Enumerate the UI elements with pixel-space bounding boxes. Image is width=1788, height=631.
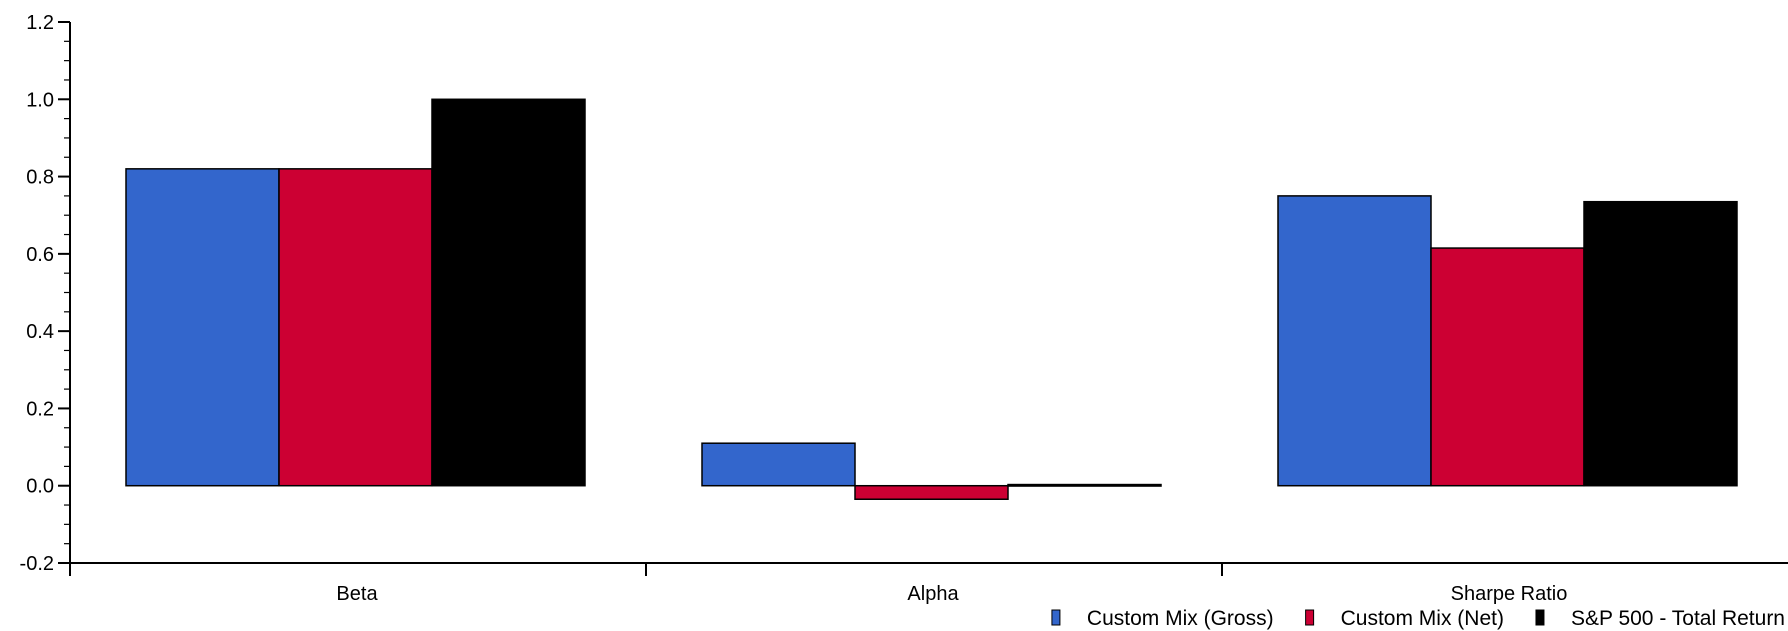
bar-beta-custom-mix-gross xyxy=(125,168,280,487)
legend-swatch xyxy=(1051,609,1061,626)
bars-layer xyxy=(125,98,1738,500)
bar-alpha-custom-mix-net xyxy=(854,484,1009,500)
y-tick-label: 1.0 xyxy=(26,89,54,111)
y-tick-label: 0.0 xyxy=(26,476,54,498)
category-label: Sharpe Ratio xyxy=(1451,583,1568,605)
legend-swatch xyxy=(1305,609,1315,626)
y-tick-label: 0.6 xyxy=(26,244,54,266)
bar-alpha-custom-mix-gross xyxy=(701,442,856,487)
legend-label: S&P 500 - Total Return xyxy=(1571,607,1785,630)
category-label: Beta xyxy=(336,583,378,605)
y-tick-label: 1.2 xyxy=(26,12,54,34)
bar-sharpe-ratio-s-p-500-total-return xyxy=(1583,200,1738,487)
bar-beta-custom-mix-net xyxy=(278,168,433,487)
bar-beta-s-p-500-total-return xyxy=(431,98,586,487)
y-tick-label: 0.4 xyxy=(26,321,54,343)
y-tick-label: 0.2 xyxy=(26,398,54,420)
legend-label: Custom Mix (Gross) xyxy=(1087,607,1274,630)
category-labels: Beta Alpha Sharpe Ratio xyxy=(336,583,1567,605)
legend: Custom Mix (Gross) Custom Mix (Net) S&P 50… xyxy=(1051,607,1785,630)
ticks-layer: -0.2 0.0 0.2 0.4 0.6 0.8 1.0 1.2 xyxy=(20,12,1223,576)
bar-sharpe-ratio-custom-mix-net xyxy=(1430,247,1585,487)
bar-sharpe-ratio-custom-mix-gross xyxy=(1277,195,1432,487)
y-tick-label: 0.8 xyxy=(26,167,54,189)
y-tick-label: -0.2 xyxy=(20,553,54,575)
legend-swatch xyxy=(1535,609,1545,626)
category-label: Alpha xyxy=(907,583,959,605)
bar-alpha-s-p-500-total-return xyxy=(1007,483,1162,487)
legend-label: Custom Mix (Net) xyxy=(1341,607,1504,630)
